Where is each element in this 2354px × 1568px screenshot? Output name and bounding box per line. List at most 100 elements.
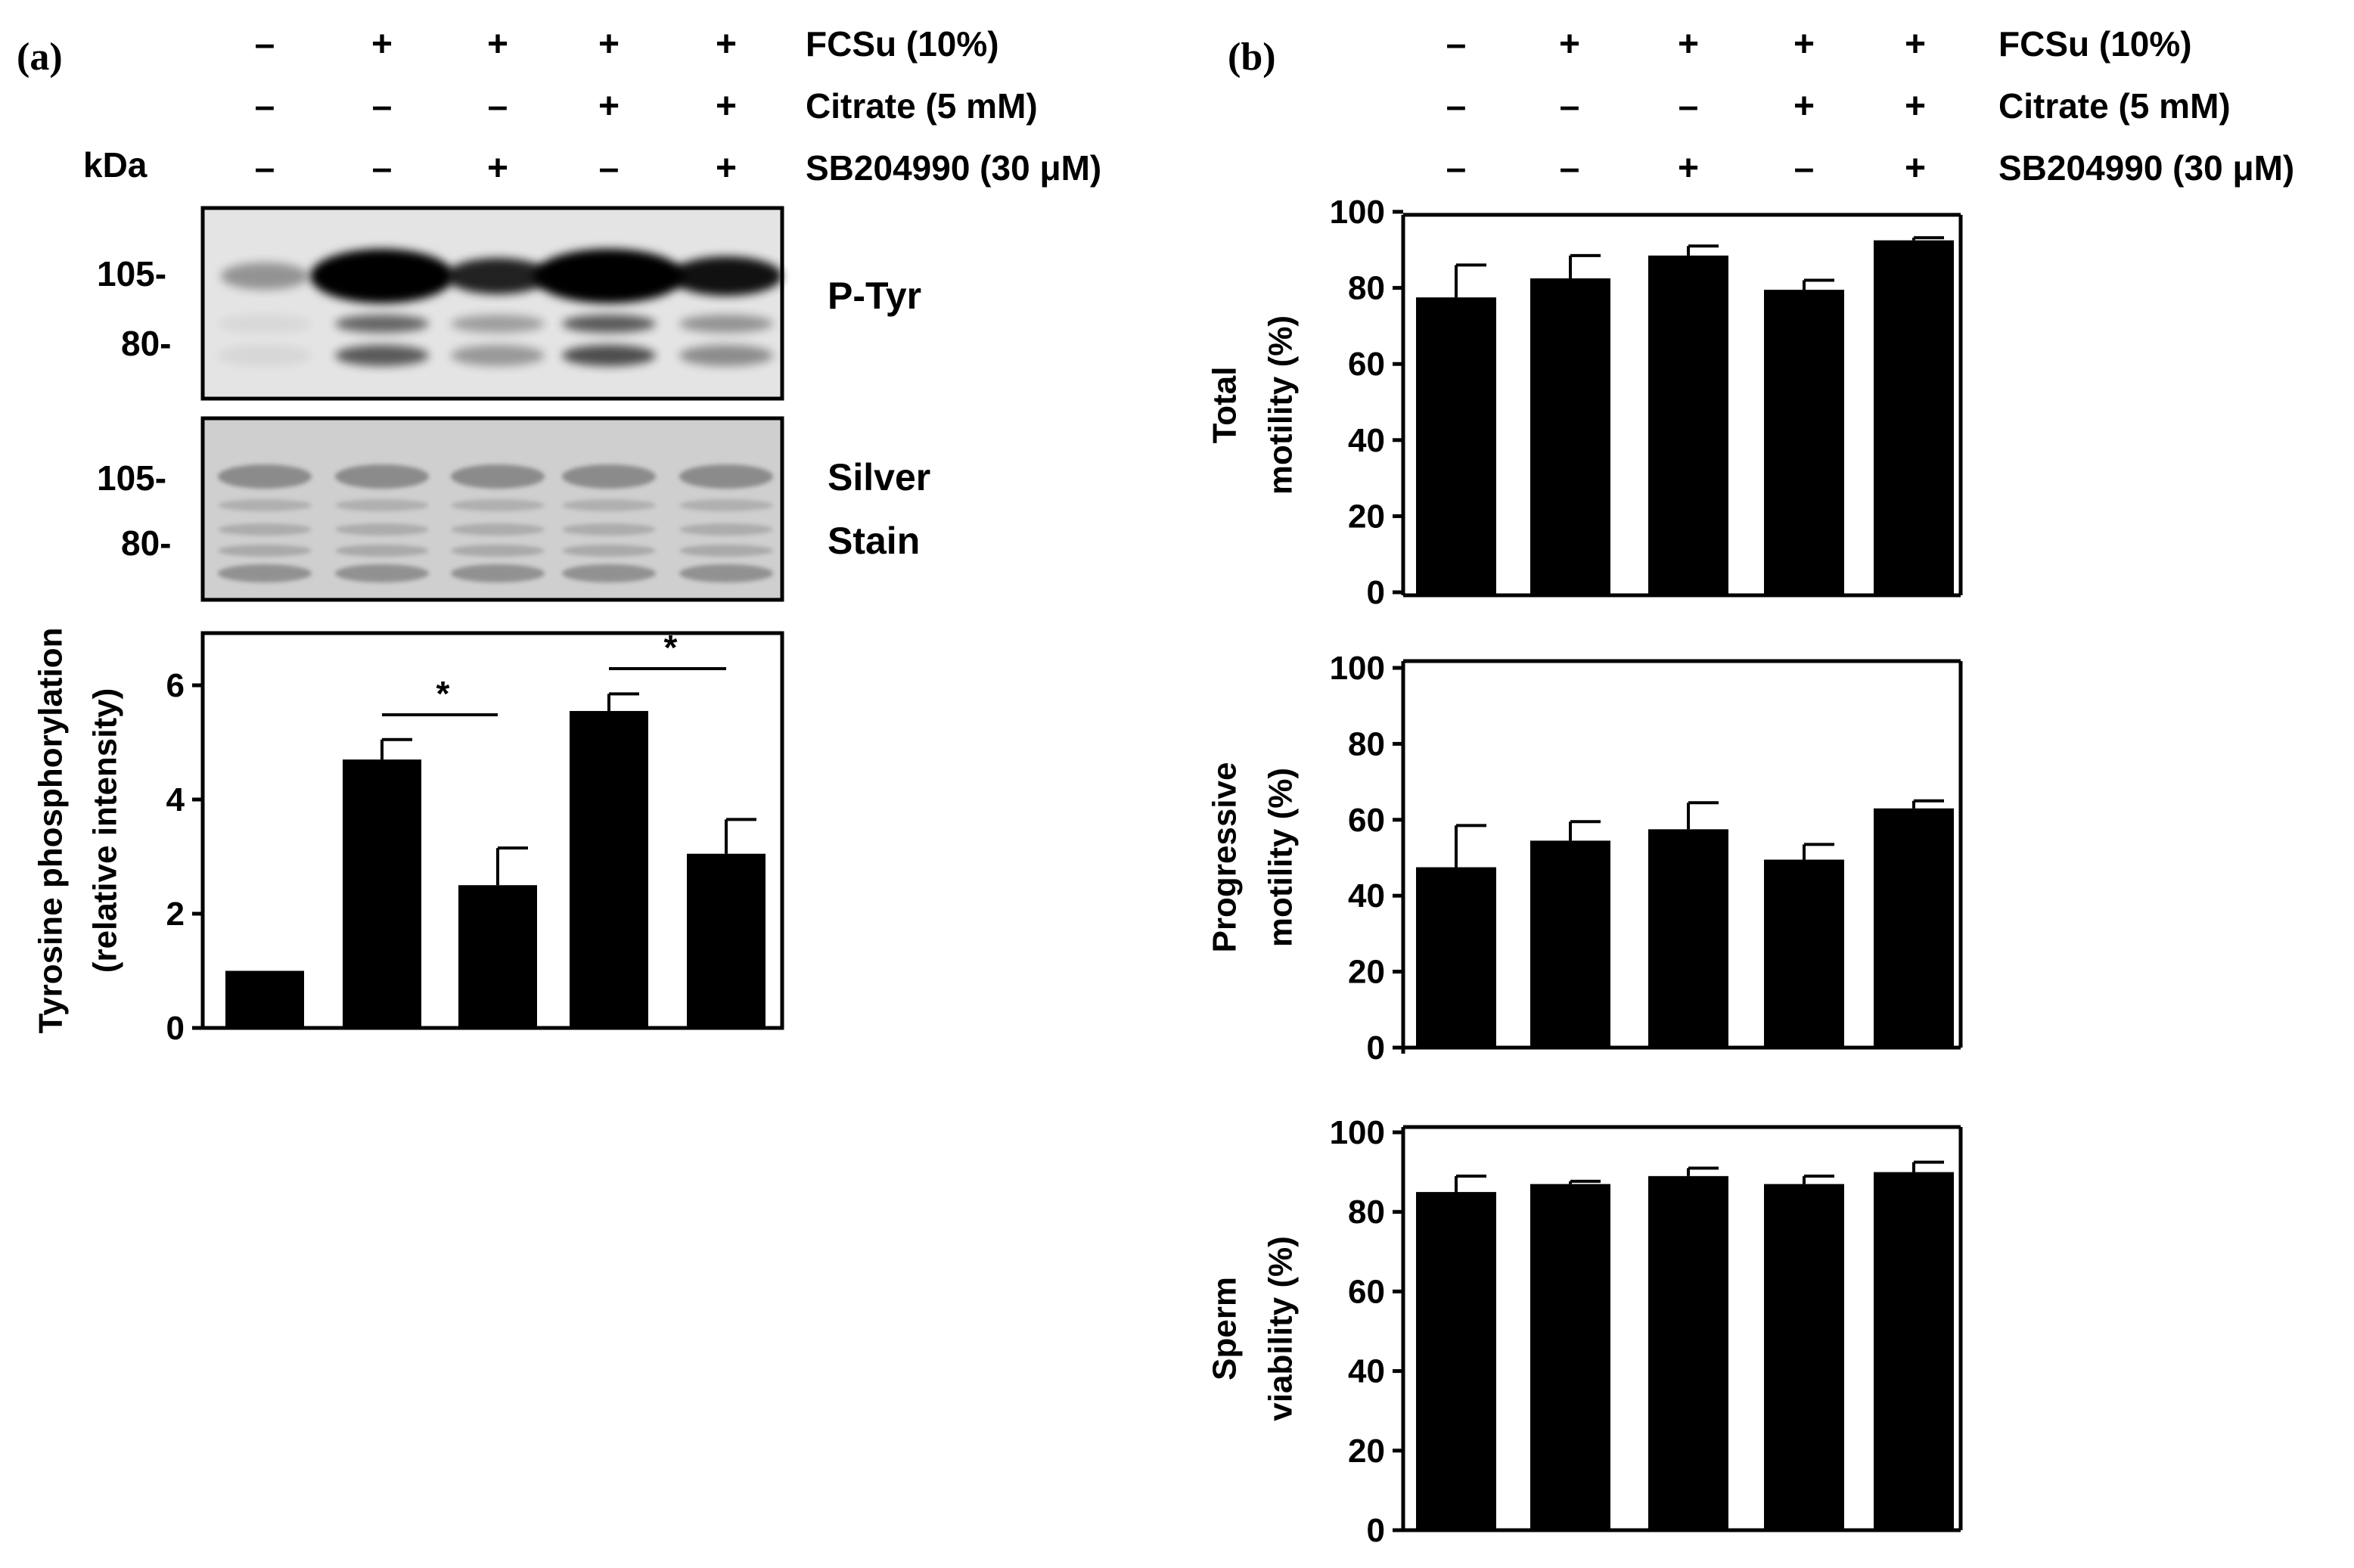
silver-band-lane-1-3 [218,523,312,536]
y-tick-label-60: 60 [1348,346,1385,383]
panel-b-label: (b) [1228,36,1276,79]
bar-2 [1530,278,1610,595]
treatment-sign-a-r3-c3: + [487,148,508,188]
treatment-sign-b-r1-c2: + [1559,24,1580,64]
treatment-sign-b-r1-c5: + [1905,24,1926,64]
ptyr-marker-80: 80- [121,324,171,363]
bar-1 [225,970,304,1028]
silver-band-lane-2-3 [335,523,429,536]
silver-band-lane-4-4 [562,545,656,557]
treatment-sign-a-r1-c1: – [255,24,275,64]
treatment-sign-a-r2-c4: + [598,86,620,126]
silver-band-lane-2-5 [335,564,429,582]
ptyr-band-90-lane-5 [679,315,773,333]
treatment-label-b-r2: Citrate (5 mM) [1998,86,2231,126]
treatment-sign-b-r3-c5: + [1905,148,1926,188]
silver-marker-80: 80- [121,523,171,563]
treatment-label-b-r1: FCSu (10%) [1998,24,2192,64]
treatment-sign-a-r2-c1: – [255,86,275,126]
silver-marker-105: 105- [97,458,166,498]
ptyr-band-105-lane-5 [670,256,782,296]
bar-2 [343,759,421,1028]
treatment-sign-a-r1-c4: + [598,24,620,64]
bar-1 [1416,867,1496,1048]
treatment-sign-b-r3-c4: – [1794,148,1815,188]
silver-band-lane-2-1 [335,464,429,489]
ptyr-band-105-lane-2 [310,249,454,303]
y-tick-label-20: 20 [1348,954,1385,991]
treatment-sign-a-r2-c5: + [716,86,737,126]
ptyr-band-105-lane-3 [446,258,549,294]
silver-band-lane-1-1 [218,464,312,489]
treatment-sign-b-r1-c1: – [1446,24,1467,64]
y-axis-label-line1: Progressive [1207,762,1244,953]
y-tick-label-0: 0 [1367,574,1385,611]
kda-label: kDa [83,145,148,185]
y-axis-label-line1: Sperm [1207,1277,1244,1380]
y-axis-label-line1: Total [1207,367,1244,444]
bar-5 [1874,1172,1954,1530]
y-tick-label-80: 80 [1348,725,1385,762]
treatment-sign-b-r2-c1: – [1446,86,1467,126]
y-axis-label-line2: (relative intensity) [87,688,124,973]
chart-sperm-viability: 0 20 40 60 80 100 Sperm viability (%) [1207,1114,1963,1549]
treatment-sign-b-r3-c2: – [1560,148,1580,188]
silver-band-lane-4-2 [562,499,656,511]
silver-band-lane-2-4 [335,545,429,557]
y-tick-label-0: 0 [166,1010,185,1047]
y-tick-label-80: 80 [1348,1194,1385,1231]
chart-tyrosine-phosphorylation: 0 2 4 6 * * Tyrosine phosphorylation (relative … [33,627,784,1047]
silver-band-lane-1-5 [218,564,312,582]
ptyr-band-105-lane-4 [533,249,685,303]
y-axis-label-line2: motility (%) [1262,768,1300,947]
y-tick-label-20: 20 [1348,498,1385,535]
y-tick-label-60: 60 [1348,802,1385,839]
bar-2 [1530,840,1610,1048]
silver-label-line1: Silver [828,456,930,498]
silver-band-lane-5-2 [679,499,773,511]
silver-band-lane-5-5 [679,564,773,582]
treatment-table-b: – + + + + FCSu (10%) – – – + + Citrate (5 mM) – – + – + S… [1446,24,2295,188]
silver-band-lane-5-4 [679,545,773,557]
ptyr-band-75-lane-5 [679,345,773,366]
treatment-sign-a-r3-c1: – [255,148,275,188]
ptyr-band-90-lane-3 [451,315,545,333]
silver-band-lane-3-1 [451,464,545,489]
y-tick-label-0: 0 [1367,1512,1385,1549]
silver-bands [218,464,773,582]
ptyr-band-90-lane-1 [218,315,312,333]
ptyr-band-75-lane-3 [451,345,545,366]
ptyr-marker-105: 105- [97,254,166,293]
bar-1 [1416,297,1496,595]
bar-4 [570,710,648,1028]
silver-band-lane-3-2 [451,499,545,511]
bar-4 [1764,290,1844,595]
treatment-table-a: – + + + + FCSu (10%) – – – + + Citrate (5 mM) – – + – + S… [255,24,1102,188]
treatment-sign-b-r2-c4: + [1793,86,1815,126]
silver-blot-frame [200,416,784,602]
bar-4 [1764,859,1844,1048]
y-tick-label-40: 40 [1348,422,1385,459]
ptyr-band-90-lane-4 [562,315,656,333]
treatment-sign-b-r2-c5: + [1905,86,1926,126]
silver-band-lane-1-4 [218,545,312,557]
bar-5 [687,853,766,1028]
treatment-sign-a-r1-c2: + [371,24,393,64]
y-tick-label-80: 80 [1348,270,1385,307]
silver-band-lane-5-3 [679,523,773,536]
treatment-sign-b-r1-c3: + [1678,24,1699,64]
y-tick-label-20: 20 [1348,1433,1385,1470]
treatment-sign-a-r2-c2: – [372,86,393,126]
silver-band-lane-4-1 [562,464,656,489]
bar-3 [1648,829,1728,1048]
bar-5 [1874,240,1954,595]
bar-3 [458,885,537,1028]
ptyr-blot [200,206,784,401]
y-tick-label-100: 100 [1330,650,1385,687]
treatment-sign-a-r2-c3: – [488,86,508,126]
ptyr-band-105-lane-1 [221,262,309,290]
bar-3 [1648,255,1728,595]
chart-total-motility: 0 20 40 60 80 100 Total motility (%) [1207,194,1963,611]
treatment-sign-a-r1-c5: + [716,24,737,64]
